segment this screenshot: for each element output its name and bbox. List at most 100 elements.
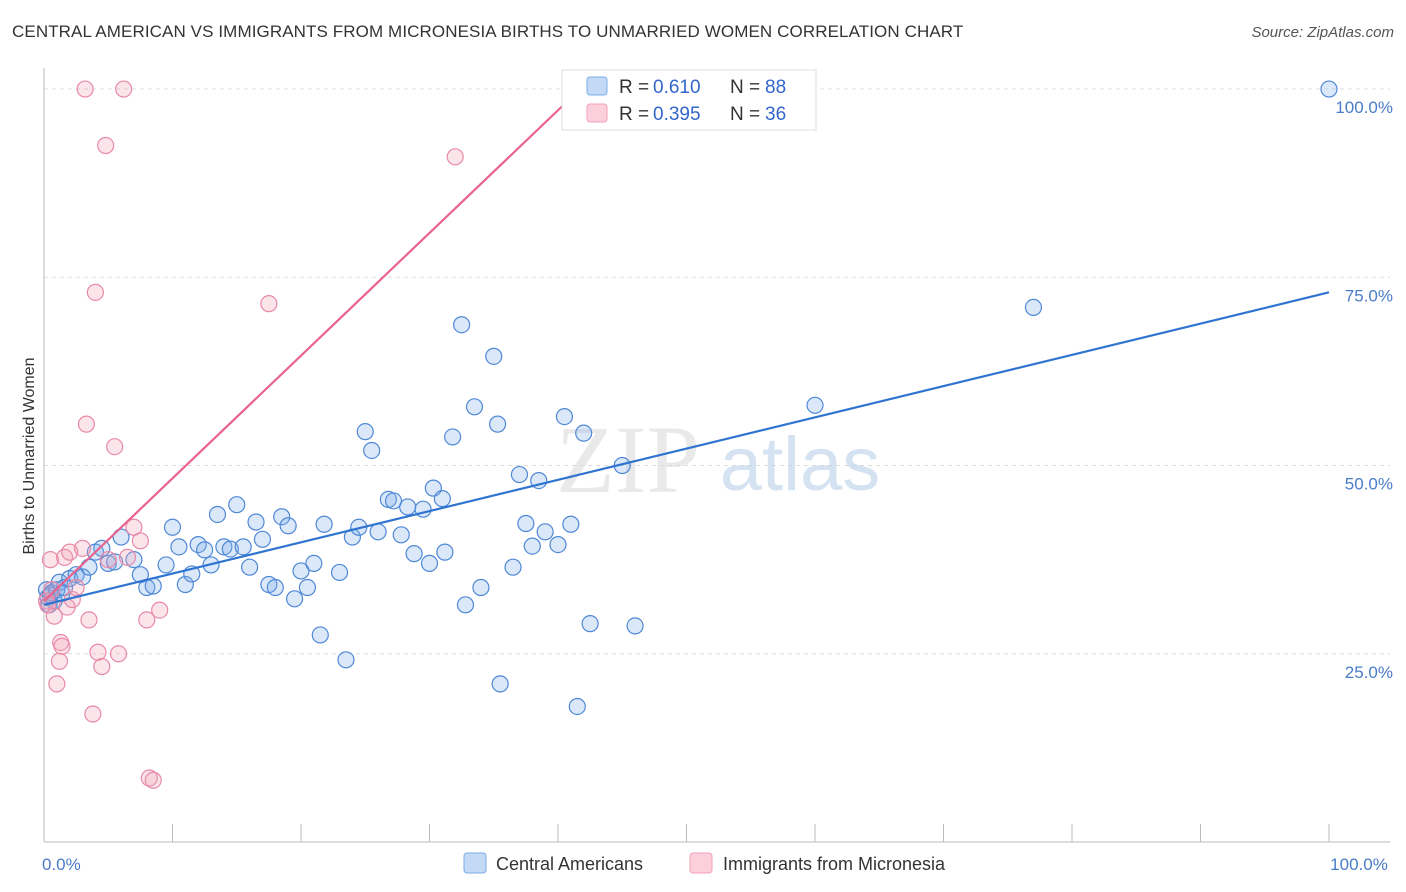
trend-line-micronesia — [43, 103, 566, 602]
point-central-american-81 — [555, 407, 574, 426]
point-micronesia-3 — [43, 581, 61, 599]
point-central-american-77 — [523, 537, 541, 555]
point-micronesia-19 — [86, 283, 105, 301]
point-micronesia-26 — [115, 80, 133, 98]
x-tick-label-1: 100.0% — [1330, 855, 1388, 874]
point-central-american-60 — [405, 545, 423, 563]
point-central-american-71 — [485, 347, 503, 365]
point-micronesia-9 — [55, 548, 74, 566]
point-central-american-53 — [356, 423, 374, 441]
point-central-american-12 — [73, 568, 92, 586]
point-central-american-70 — [472, 578, 490, 597]
point-central-american-80 — [549, 535, 567, 554]
legend-n-value-0: 88 — [765, 77, 786, 98]
point-central-american-88 — [806, 396, 824, 414]
point-micronesia-33 — [151, 601, 169, 619]
point-central-american-33 — [221, 540, 239, 558]
point-micronesia-16 — [80, 611, 98, 629]
legend-n-label-0: N = — [730, 77, 760, 98]
y-tick-label-1: 50.0% — [1345, 475, 1393, 494]
point-central-american-69 — [465, 398, 484, 416]
point-micronesia-6 — [50, 652, 69, 670]
legend-r-value-0: 0.610 — [653, 77, 701, 98]
point-central-american-40 — [266, 578, 284, 597]
point-micronesia-17 — [77, 415, 96, 433]
trend-lines — [43, 103, 1330, 606]
y-axis-label: Births to Unmarried Women — [21, 357, 38, 554]
point-micronesia-8 — [53, 637, 71, 655]
point-central-american-41 — [273, 508, 291, 526]
point-micronesia-15 — [76, 80, 94, 98]
point-central-american-36 — [241, 558, 259, 576]
point-central-american-64 — [433, 490, 451, 508]
legend-r-label-1: R = — [619, 104, 649, 125]
point-micronesia-24 — [106, 438, 124, 456]
legend-r-label-0: R = — [619, 77, 649, 98]
point-micronesia-5 — [48, 675, 66, 693]
point-central-american-44 — [292, 562, 310, 580]
point-central-american-75 — [510, 465, 529, 484]
point-central-american-74 — [504, 558, 522, 576]
y-tick-label-2: 75.0% — [1345, 286, 1393, 305]
legend-swatch-pink — [586, 103, 608, 123]
point-central-american-72 — [489, 415, 507, 433]
point-micronesia-25 — [109, 645, 128, 663]
point-central-american-82 — [562, 515, 580, 533]
point-central-american-38 — [253, 530, 272, 548]
point-micronesia-11 — [61, 543, 79, 561]
watermark: ZIP atlas — [556, 406, 880, 513]
point-micronesia-27 — [118, 548, 137, 566]
legend-n-value-1: 36 — [765, 104, 786, 125]
point-central-american-34 — [228, 496, 246, 514]
point-central-american-16 — [99, 554, 117, 573]
point-micronesia-21 — [93, 657, 111, 676]
point-central-american-17 — [106, 553, 124, 571]
point-central-american-47 — [311, 626, 329, 644]
point-central-american-84 — [575, 424, 593, 442]
bottom-legend: Central Americans Immigrants from Micron… — [463, 852, 946, 874]
x-tick-labels: 0.0% 100.0% — [42, 855, 1388, 874]
series-micronesia — [37, 80, 464, 789]
point-central-american-42 — [279, 517, 297, 535]
point-micronesia-2 — [41, 551, 60, 569]
point-central-american-29 — [196, 541, 214, 559]
point-central-american-66 — [444, 428, 462, 446]
point-central-american-35 — [234, 538, 252, 556]
series-central-americans — [37, 80, 1338, 716]
point-central-american-46 — [305, 554, 323, 573]
point-central-american-50 — [337, 651, 355, 669]
y-tick-label-3: 100.0% — [1335, 98, 1393, 117]
bottom-legend-label-blue: Central Americans — [496, 854, 643, 874]
point-micronesia-34 — [260, 295, 278, 313]
point-micronesia-18 — [84, 705, 102, 723]
point-micronesia-13 — [67, 578, 85, 597]
point-micronesia-29 — [131, 532, 149, 550]
point-central-american-13 — [80, 558, 98, 576]
point-central-american-25 — [170, 538, 188, 556]
point-central-american-59 — [399, 498, 417, 516]
point-micronesia-14 — [73, 539, 92, 557]
chart-title: CENTRAL AMERICAN VS IMMIGRANTS FROM MICR… — [12, 22, 964, 41]
point-central-american-19 — [125, 551, 143, 569]
point-central-american-24 — [163, 518, 182, 536]
point-micronesia-4 — [45, 607, 63, 625]
point-central-american-26 — [176, 575, 194, 594]
legend: R = 0.610 N = 88 R = 0.395 N = 36 — [561, 69, 817, 131]
point-central-american-43 — [285, 590, 304, 608]
point-micronesia-23 — [99, 551, 117, 569]
point-central-american-11 — [67, 566, 85, 584]
point-central-american-32 — [215, 538, 233, 556]
point-micronesia-32 — [144, 771, 162, 789]
chart-source: Source: ZipAtlas.com — [1251, 24, 1394, 41]
point-central-american-68 — [456, 596, 475, 614]
point-central-american-67 — [453, 316, 471, 334]
x-tick-label-0: 0.0% — [42, 855, 81, 874]
watermark-atlas: atlas — [720, 422, 881, 507]
point-central-american-55 — [369, 523, 387, 541]
point-central-american-65 — [436, 543, 454, 561]
legend-n-label-1: N = — [730, 104, 760, 125]
point-central-american-54 — [363, 441, 381, 460]
y-tick-label-0: 25.0% — [1345, 663, 1393, 682]
point-central-american-90 — [1320, 80, 1338, 98]
point-central-american-87 — [626, 617, 644, 635]
